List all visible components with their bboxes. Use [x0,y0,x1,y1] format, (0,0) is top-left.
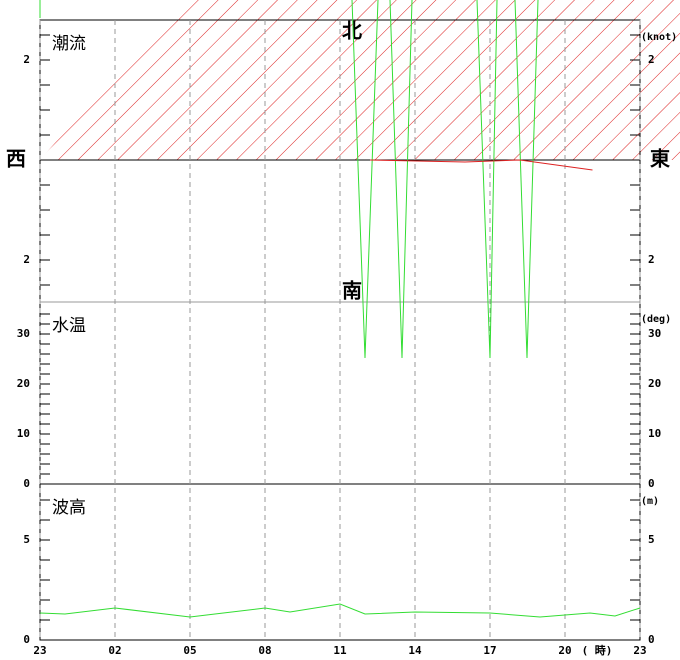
x-tick-label: 02 [108,644,121,657]
x-axis-label: ( 時) [582,643,613,657]
y-tick-label: 0 [23,477,30,490]
y-tick-label: 20 [648,377,661,390]
hatch [40,0,680,160]
y-tick-label: 5 [648,533,655,546]
panel-title: 水温 [52,316,86,336]
series-line [476,0,498,359]
y-tick-label: 0 [648,477,655,490]
y-tick-label: 2 [23,53,30,66]
y-tick-label: 0 [648,633,655,646]
north: 北 [342,19,362,43]
x-tick-label: 11 [333,644,347,657]
x-tick-label: 23 [33,644,46,657]
y-tick-label: 2 [648,53,655,66]
west: 西 [6,147,26,171]
series-line [369,159,593,171]
series-line [39,603,641,618]
panel-title: 潮流 [52,34,86,54]
y-tick-label: 30 [17,327,30,340]
series-line [514,0,539,359]
x-tick-label: 23 [633,644,646,657]
x-tick-label: 14 [408,644,422,657]
y-tick-label: 30 [648,327,661,340]
unit-label: (m) [641,496,659,507]
x-tick-label: 05 [183,644,196,657]
x-tick-label: 20 [558,644,571,657]
unit-label: (knot) [641,32,677,43]
y-tick-label: 10 [17,427,30,440]
y-tick-label: 10 [648,427,661,440]
series-line [351,0,379,359]
y-tick-label: 2 [23,253,30,266]
y-tick-label: 2 [648,253,655,266]
unit-label: (deg) [641,314,671,325]
x-tick-label: 08 [258,644,271,657]
y-tick-label: 20 [17,377,30,390]
y-tick-label: 5 [23,533,30,546]
panel-title: 波高 [52,498,86,518]
series-line [389,0,413,359]
x-tick-label: 17 [483,644,496,657]
y-tick-label: 0 [23,633,30,646]
east: 東 [650,147,670,171]
south: 南 [342,279,362,303]
